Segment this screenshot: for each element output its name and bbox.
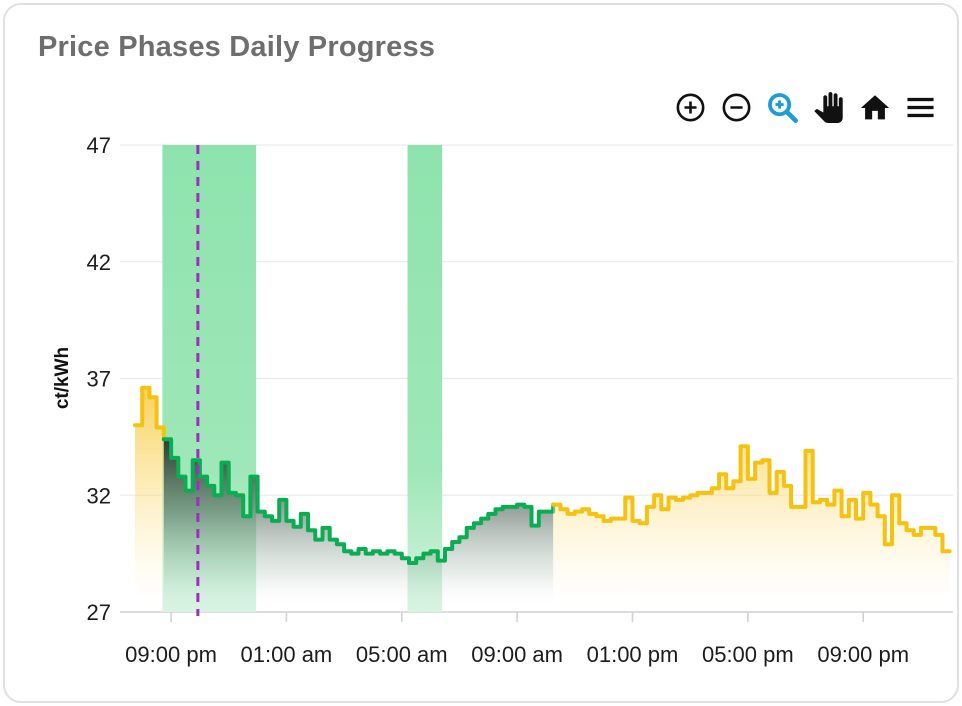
x-tick-label: 01:00 pm: [587, 642, 679, 667]
step-line-high-price: [133, 385, 166, 442]
zoom-out-button[interactable]: [718, 89, 755, 126]
zoom-in-button[interactable]: [672, 89, 709, 126]
zoom-out-icon: [722, 93, 751, 122]
area-fill-high-price: [553, 446, 950, 612]
hamburger-menu-icon: [907, 97, 934, 118]
y-tick-label: 42: [87, 250, 111, 275]
chart-toolbar: [672, 89, 939, 126]
box-zoom-button[interactable]: [764, 89, 801, 126]
step-line-high-price: [551, 444, 952, 554]
pan-button[interactable]: [810, 89, 847, 126]
area-fill-low-price: [163, 439, 554, 612]
y-tick-label: 32: [87, 483, 111, 508]
menu-button[interactable]: [902, 89, 939, 126]
reset-view-button[interactable]: [856, 89, 893, 126]
x-tick-label: 09:00 pm: [817, 642, 909, 667]
y-tick-label: 37: [87, 367, 111, 392]
pan-hand-icon: [814, 92, 843, 123]
chart-title: Price Phases Daily Progress: [38, 31, 436, 63]
y-tick-label: 27: [87, 600, 111, 625]
area-fill-high-price: [135, 387, 164, 612]
home-icon: [860, 94, 889, 119]
x-tick-label: 05:00 am: [356, 642, 448, 667]
chart-card: Price Phases Daily Progress: [3, 3, 959, 703]
box-zoom-magnifier-icon: [768, 93, 798, 123]
x-tick-label: 05:00 pm: [702, 642, 794, 667]
x-tick-label: 09:00 pm: [125, 642, 217, 667]
step-line-low-price: [161, 437, 556, 565]
y-axis-title: ct/kWh: [52, 347, 73, 409]
x-tick-label: 09:00 am: [471, 642, 563, 667]
price-phases-chart[interactable]: 47 42 37 32 27 09:00 pm 01:00 am 05:00 am 09:00 …: [5, 5, 959, 703]
price-series: [133, 385, 952, 612]
x-tick-label: 01:00 am: [241, 642, 333, 667]
y-tick-label: 47: [87, 133, 111, 158]
axes: 47 42 37 32 27 09:00 pm 01:00 am 05:00 am 09:00 …: [87, 133, 910, 667]
zoom-in-icon: [676, 93, 705, 122]
cheap-phase-band: [407, 145, 443, 612]
